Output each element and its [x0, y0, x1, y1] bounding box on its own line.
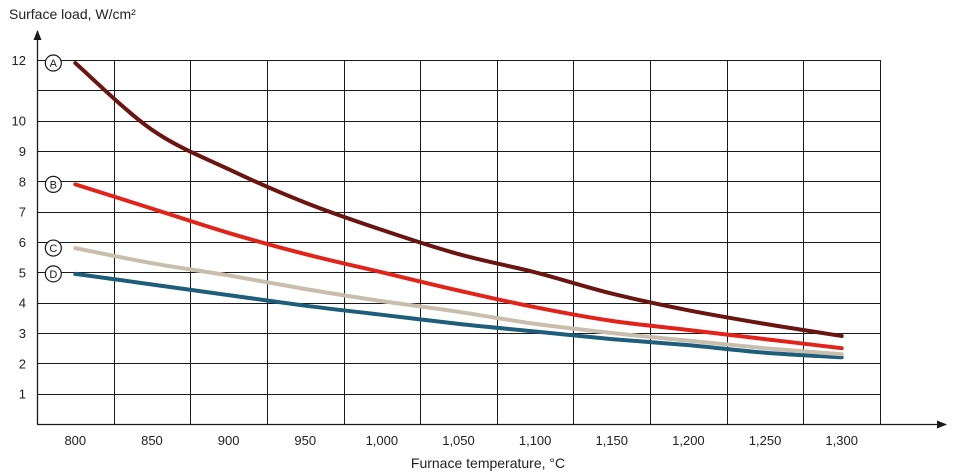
x-tick-label: 1,200 [672, 433, 705, 448]
series-marker-circle [44, 265, 62, 283]
series-lines [73, 61, 844, 360]
y-tick-label: 2 [19, 356, 26, 371]
series-marker-label: C [49, 243, 57, 255]
y-tick-label: 8 [19, 174, 26, 189]
x-tick-label: 1,000 [366, 433, 399, 448]
y-tick-label: 12 [12, 53, 26, 68]
y-tick-label: 5 [19, 265, 26, 280]
y-tick-label: 7 [19, 205, 26, 220]
x-tick-label: 950 [294, 433, 316, 448]
y-tick-label: 4 [19, 296, 26, 311]
x-tick-label: 850 [141, 433, 163, 448]
series-marker-circle [44, 54, 62, 72]
x-tick-label: 1,250 [749, 433, 782, 448]
series-marker-circle [44, 175, 62, 193]
y-tick-label: 6 [19, 235, 26, 250]
series-marker-label: B [50, 179, 57, 191]
series-marker-circle [44, 239, 62, 257]
x-tick-label: 800 [64, 433, 86, 448]
x-tick-label: 1,050 [442, 433, 475, 448]
x-tick-label: 900 [218, 433, 240, 448]
x-tick-label: 1,300 [825, 433, 858, 448]
x-tick-label: 1,100 [519, 433, 552, 448]
series-marker-label: D [49, 269, 57, 281]
series-line-d [73, 271, 844, 360]
y-tick-label: 1 [19, 387, 26, 402]
y-tick-label: 3 [19, 326, 26, 341]
series-marker-label: A [50, 58, 58, 70]
series-marker-d: D [44, 265, 62, 283]
series-marker-b: B [44, 175, 62, 193]
x-tick-label: 1,150 [595, 433, 628, 448]
series-marker-c: C [44, 239, 62, 257]
grid [37, 60, 881, 424]
series-line-c [73, 246, 844, 357]
y-tick-label: 10 [12, 114, 26, 129]
x-axis-title: Furnace temperature, °C [411, 455, 565, 471]
series-line-b [73, 182, 844, 351]
series-markers: A B C D [44, 54, 62, 283]
series-line-a [73, 61, 844, 338]
y-tick-label: 9 [19, 144, 26, 159]
series-marker-a: A [44, 54, 62, 72]
y-axis-title: Surface load, W/cm² [9, 6, 136, 22]
